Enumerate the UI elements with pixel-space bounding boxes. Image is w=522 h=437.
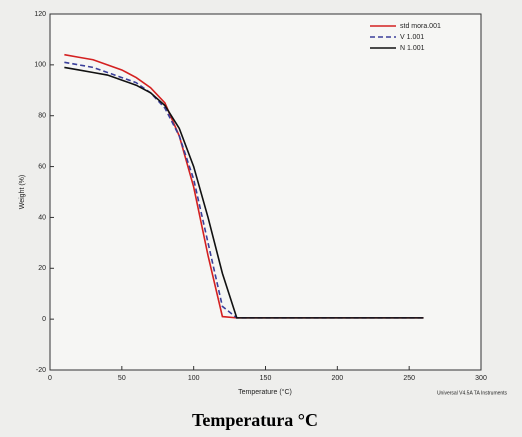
y-tick-label: 120	[34, 11, 46, 18]
legend-label: std mora.001	[400, 23, 441, 30]
x-tick-label: 300	[475, 375, 487, 382]
y-tick-label: 100	[34, 62, 46, 69]
x-axis-label: Temperature (°C)	[238, 388, 292, 396]
y-tick-label: 40	[38, 214, 46, 221]
x-tick-label: 0	[48, 375, 52, 382]
series-line	[64, 66, 424, 319]
y-tick-label: 0	[42, 316, 46, 323]
x-tick-label: 50	[118, 375, 126, 382]
y-tick-label: 60	[38, 163, 46, 170]
legend-label: V 1.001	[400, 34, 424, 41]
x-tick-label: 150	[260, 375, 272, 382]
caption: Temperatura °C	[192, 410, 318, 430]
y-tick-label: 80	[38, 113, 46, 120]
y-axis-label: Weight (%)	[19, 175, 26, 210]
footer: Universal V4.5A TA Instruments	[437, 390, 508, 396]
x-tick-label: 250	[403, 375, 415, 382]
y-tick-label: 20	[38, 265, 46, 272]
x-tick-label: 100	[188, 375, 200, 382]
plot-frame	[49, 13, 482, 371]
legend-label: N 1.001	[400, 45, 425, 52]
y-tick-label: -20	[36, 367, 46, 374]
x-tick-label: 200	[331, 375, 343, 382]
